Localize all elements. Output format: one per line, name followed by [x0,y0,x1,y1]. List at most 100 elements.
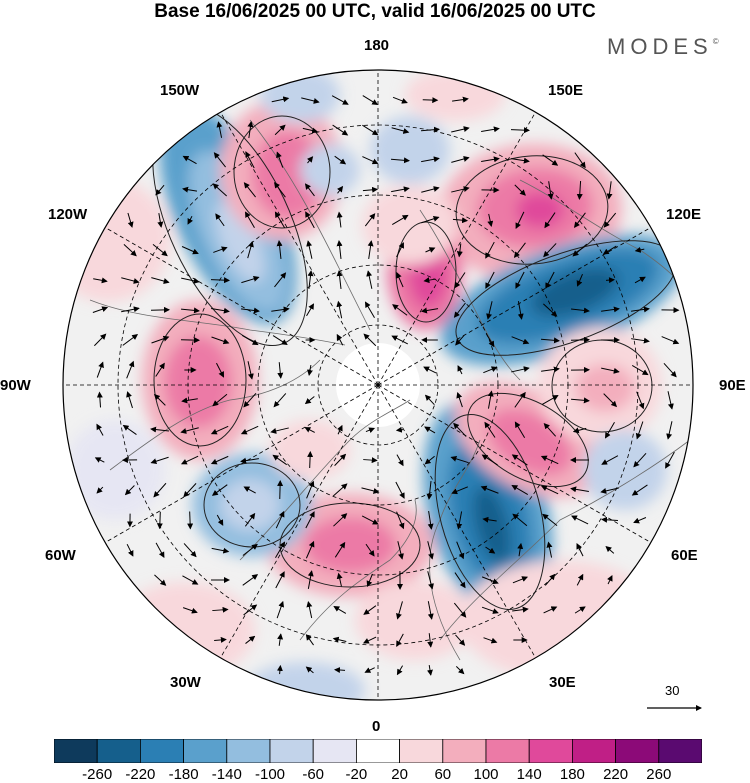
wind-vector [96,486,104,494]
wind-vector [213,152,226,168]
wind-vector [571,515,589,525]
wind-vector [454,572,466,589]
colorbar-tick-label: -260 [82,766,113,783]
wind-vector [151,335,170,344]
colorbar-tick-label: -60 [302,766,325,783]
wind-vector [332,636,347,643]
wind-vector [183,543,197,558]
wind-vector [96,391,103,408]
map-title: Base 16/06/2025 00 UTC, valid 16/06/2025… [154,1,596,22]
wind-vector [307,570,314,589]
wind-vector [182,575,199,585]
wind-vector [93,277,108,284]
wind-vector [275,571,285,589]
coastline [239,399,411,561]
wind-vector [244,512,256,527]
wind-vector [241,307,260,314]
wind-vector [337,185,344,194]
anomaly-blob [487,408,573,476]
wind-vector [362,124,379,136]
wind-vector [336,300,343,319]
wind-vector [333,513,348,527]
wind-vector [155,184,165,196]
wind-vector [573,212,586,228]
wind-vector [515,211,525,230]
wind-vector [544,212,556,229]
wind-vector [547,181,554,200]
wind-vector [333,606,347,614]
coastline [109,359,321,471]
wind-vector [666,421,673,440]
colorbar-box [269,739,314,763]
latitude-circle [117,124,639,646]
wind-vector [362,156,379,165]
wind-vector [155,362,165,377]
wind-vector [633,452,647,468]
wind-vector [274,272,287,288]
wind-vector [392,96,408,104]
wind-vector [541,366,560,373]
wind-vector [481,126,500,133]
wind-vector [243,392,257,408]
wind-vector [421,156,440,163]
wind-vector [455,334,465,346]
wind-vector [306,480,315,499]
wind-vector [216,362,225,378]
wind-vector [576,180,583,200]
wind-vector [276,240,283,260]
wind-vector [305,666,314,674]
wind-vector [483,366,498,374]
wind-vector [572,427,587,434]
wind-vector [517,301,524,320]
wind-vector [453,302,466,318]
wind-vector [216,514,224,526]
wind-vector [634,246,645,253]
wind-vector [336,333,344,346]
modes-logo: MODES© [607,34,719,59]
wind-vector [487,213,494,228]
colorbar-tick-label: 60 [434,766,452,783]
wind-vector [392,214,409,226]
wind-vector [240,425,259,435]
wind-vector [361,515,379,525]
latitude-circle [187,194,569,576]
wind-vector [427,601,434,620]
colorbar-tick-label: -20 [345,766,368,783]
wind-vector [451,156,470,163]
wind-vector [332,124,349,136]
wind-vector [305,211,315,229]
colorbar-tick-label: -180 [168,766,199,783]
wind-vector [576,573,584,586]
lon-label-30w: 30W [170,674,201,691]
wind-vector [243,604,258,616]
wind-vector [216,121,223,138]
wind-vector [366,573,373,587]
wind-vector [157,213,164,228]
wind-vector [512,606,529,613]
wind-vector [276,664,283,675]
wind-vector [124,485,135,496]
wind-vector [511,484,529,495]
coastline [419,209,521,381]
wind-vector [396,601,403,620]
wind-vector [364,667,375,673]
lon-label-150e: 150E [548,82,584,99]
meridian-line [377,384,536,658]
wind-vector [334,155,347,165]
wind-vector [96,423,104,436]
wind-vector [277,362,284,379]
wind-vector [456,541,465,560]
wind-vector [667,391,674,410]
wind-vector [601,455,619,465]
colorbar-box [485,739,530,763]
wind-vector [187,511,194,530]
wind-vector [424,394,435,406]
wind-vector [663,363,677,378]
wind-vector [126,391,133,409]
lon-label-60e: 60E [671,547,698,564]
lon-label-30e: 30E [549,674,576,691]
wind-vector [665,451,675,469]
reference-vector-label: 30 [665,683,680,698]
colorbar-tick-label: 100 [473,766,499,783]
